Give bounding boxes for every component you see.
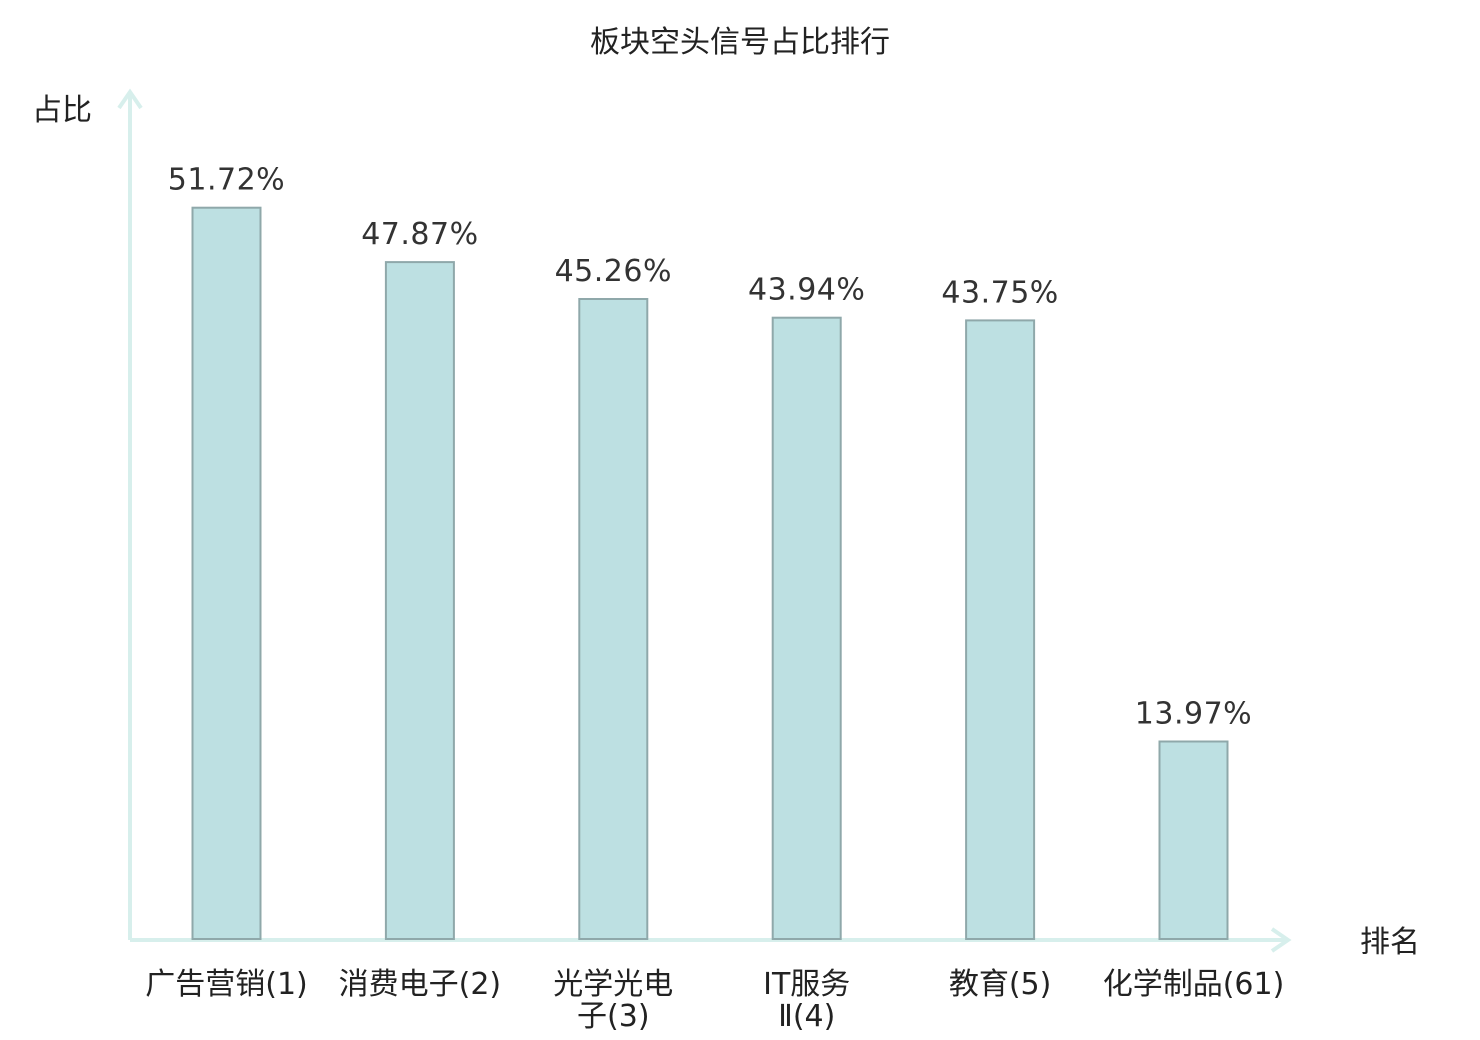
category-label: Ⅱ(4): [778, 999, 835, 1034]
x-axis-label: 排名: [1360, 925, 1420, 960]
value-label: 13.97%: [1135, 697, 1252, 732]
category-label: 光学光电: [553, 967, 673, 1002]
value-label: 51.72%: [168, 163, 285, 198]
chart-title: 板块空头信号占比排行: [590, 25, 890, 60]
value-label: 43.75%: [941, 275, 1058, 310]
category-label: 化学制品(61): [1103, 967, 1285, 1002]
bar: [1158, 740, 1229, 940]
bar: [771, 316, 842, 940]
category-label: 教育(5): [949, 967, 1052, 1002]
bar: [191, 206, 262, 940]
category-label: IT服务: [763, 967, 850, 1002]
bar: [384, 261, 455, 941]
value-label: 43.94%: [748, 273, 865, 308]
x-axis: [130, 927, 1292, 953]
bar: [578, 298, 649, 940]
y-axis: [117, 88, 143, 940]
value-label: 47.87%: [361, 217, 478, 252]
y-axis-label: 占比: [32, 93, 92, 128]
value-label: 45.26%: [555, 254, 672, 289]
bar-series: [191, 206, 1229, 941]
value-labels: 51.72% 47.87% 45.26% 43.94% 43.75% 13.97%: [168, 163, 1252, 732]
category-label: 子(3): [577, 999, 650, 1034]
bar: [965, 319, 1036, 940]
category-label: 广告营销(1): [145, 967, 308, 1002]
category-label: 消费电子(2): [339, 967, 502, 1002]
